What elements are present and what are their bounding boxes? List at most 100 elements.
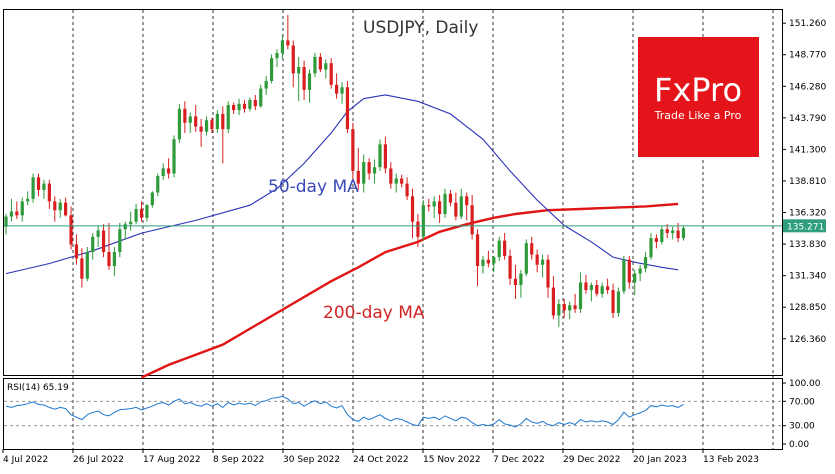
candle-body — [64, 202, 68, 216]
candle-body — [562, 304, 566, 311]
candle-body — [118, 229, 122, 253]
y-tick-label: 133.830 — [789, 240, 826, 250]
candle — [9, 198, 14, 222]
candle-body — [584, 282, 588, 291]
candle — [400, 174, 404, 188]
candle — [313, 53, 317, 78]
candle — [335, 73, 339, 99]
candle — [546, 254, 550, 298]
candle-body — [595, 285, 599, 294]
candle — [194, 105, 198, 132]
candle — [297, 56, 301, 102]
candle-body — [26, 198, 30, 202]
candle — [264, 75, 268, 95]
ma50-line — [5, 94, 679, 275]
candle-body — [264, 80, 268, 89]
rsi-panel-frame — [3, 378, 783, 450]
candle-body — [291, 45, 295, 74]
candle — [486, 250, 490, 268]
candle-body — [221, 113, 225, 130]
candle-body — [513, 278, 518, 286]
candle-body — [503, 240, 507, 256]
rsi-y-tick-label: 30.00 — [789, 422, 815, 432]
y-tick-label: 143.790 — [789, 114, 826, 124]
candle-body — [362, 162, 366, 184]
candle — [286, 15, 290, 50]
ma200-annotation: 200-day MA — [323, 303, 425, 323]
candle — [421, 200, 425, 241]
candle-body — [150, 192, 154, 206]
candle-body — [69, 215, 73, 245]
candle-body — [53, 201, 57, 211]
candle-body — [432, 201, 436, 207]
candle — [80, 248, 84, 288]
fxpro-logo: FxPro Trade Like a Pro — [638, 37, 759, 157]
candle — [26, 191, 30, 206]
rsi-y-tick-label: 0.00 — [789, 440, 809, 450]
candle-body — [389, 168, 393, 184]
candle — [74, 234, 79, 265]
candle-body — [188, 116, 192, 123]
candle-body — [633, 273, 637, 283]
candle — [42, 179, 46, 199]
candle — [643, 252, 648, 273]
candle — [416, 214, 420, 247]
x-tick-label: 30 Sep 2022 — [283, 455, 340, 465]
candle-body — [459, 196, 463, 217]
candle-body — [129, 221, 133, 225]
candle-body — [589, 285, 593, 291]
candle-body — [275, 53, 279, 59]
candle — [177, 103, 182, 144]
candle-body — [367, 162, 371, 174]
y-tick-label: 141.300 — [789, 145, 826, 155]
candle-body — [167, 168, 171, 174]
candle-body — [372, 167, 377, 174]
candle-body — [96, 230, 100, 237]
x-tick-label: 17 Aug 2022 — [143, 455, 201, 465]
candle-body — [486, 259, 490, 264]
candle — [69, 206, 73, 250]
candle — [199, 118, 203, 147]
rsi-series — [5, 395, 684, 428]
candle-body — [611, 290, 615, 313]
candle — [232, 102, 236, 114]
candle-body — [297, 67, 301, 74]
candle — [345, 80, 350, 133]
candle — [383, 136, 387, 174]
candle-body — [519, 273, 523, 286]
candle — [671, 226, 675, 240]
candle — [513, 264, 518, 299]
candle-body — [199, 126, 203, 132]
candle — [454, 192, 458, 221]
candle-body — [427, 205, 431, 207]
candle-body — [416, 221, 420, 237]
candle — [204, 116, 209, 136]
candle-body — [568, 305, 572, 311]
candle-body — [454, 202, 458, 217]
ma200-series — [140, 202, 679, 379]
candle-body — [351, 129, 355, 171]
candle — [551, 276, 556, 320]
candle — [96, 225, 100, 247]
candle-body — [80, 258, 84, 279]
candle — [172, 135, 176, 178]
rsi-label: RSI(14) 65.19 — [7, 383, 69, 393]
candle — [557, 298, 561, 327]
candle-body — [405, 183, 409, 197]
candle-body — [237, 103, 241, 111]
candle-body — [85, 252, 89, 279]
candle-body — [248, 99, 252, 109]
candle — [448, 189, 453, 207]
candle-body — [112, 252, 116, 267]
candle — [616, 287, 621, 317]
candle — [584, 274, 588, 294]
candle-body — [557, 304, 561, 316]
candle — [465, 192, 469, 221]
candle — [101, 224, 106, 258]
x-tick-label: 26 Jul 2022 — [73, 455, 124, 465]
candle — [562, 298, 566, 318]
x-tick-label: 4 Jul 2022 — [3, 455, 48, 465]
candle-body — [183, 108, 187, 123]
